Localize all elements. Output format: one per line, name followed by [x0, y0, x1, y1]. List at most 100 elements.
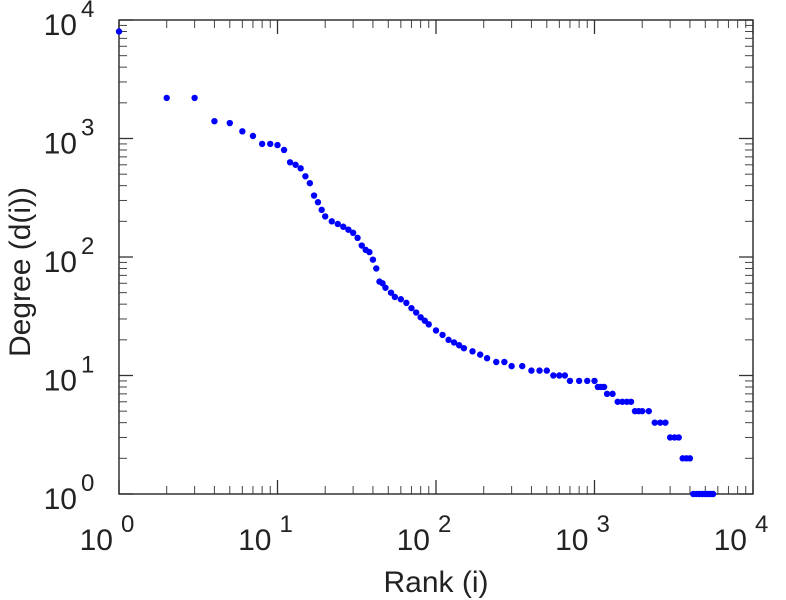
data-point — [334, 220, 341, 228]
data-point — [675, 434, 682, 441]
y-tick-label-exponent: 2 — [81, 233, 94, 260]
x-tick-label-base: 10 — [555, 524, 588, 557]
data-point — [476, 351, 484, 358]
data-point — [328, 218, 335, 225]
data-point — [412, 309, 420, 316]
data-point — [614, 398, 621, 405]
tick-labels: 10 0 10 1 10 2 10 3 10 410 010 110 210 310 4 — [44, 0, 769, 557]
data-point — [306, 179, 314, 187]
data-point — [226, 119, 233, 127]
x-tick-label-exponent: 3 — [597, 511, 610, 538]
data-point — [345, 226, 352, 233]
plot-frame — [118, 19, 754, 495]
data-point — [584, 377, 591, 385]
x-tick-label-base: 10 — [238, 524, 271, 557]
data-point — [249, 132, 257, 140]
data-point — [709, 490, 717, 498]
data-point — [657, 419, 664, 426]
data-point — [425, 321, 432, 328]
data-point — [354, 234, 361, 242]
data-point — [340, 223, 347, 230]
y-tick-label-base: 10 — [44, 365, 77, 398]
data-point — [483, 354, 491, 362]
data-point — [297, 165, 304, 172]
data-point — [280, 146, 288, 154]
data-point — [397, 296, 405, 303]
data-point — [493, 358, 500, 366]
y-tick-label-exponent: 3 — [81, 115, 94, 142]
data-point — [519, 362, 526, 370]
data-point — [619, 398, 626, 405]
x-tick-label-base: 10 — [714, 524, 747, 557]
data-point — [432, 327, 440, 334]
x-tick-label-exponent: 0 — [121, 511, 134, 538]
data-point — [662, 419, 669, 426]
data-point — [191, 94, 198, 102]
data-point — [286, 159, 294, 166]
x-tick-label-base: 10 — [397, 524, 430, 557]
data-point — [239, 128, 246, 135]
data-point — [501, 358, 508, 366]
data-point — [455, 342, 463, 349]
data-point — [566, 377, 574, 385]
data-point — [575, 377, 583, 385]
data-point — [591, 377, 598, 385]
data-point — [561, 372, 569, 379]
data-point — [267, 140, 274, 148]
data-point — [408, 304, 415, 312]
data-point — [403, 299, 410, 307]
data-point — [536, 367, 543, 374]
data-point — [369, 256, 377, 263]
x-tick-label-exponent: 4 — [755, 511, 768, 538]
data-point — [292, 161, 299, 168]
axis-ticks — [118, 19, 754, 495]
data-point — [550, 372, 557, 379]
data-point — [115, 28, 123, 35]
x-tick-label-exponent: 2 — [438, 511, 451, 538]
data-point — [163, 94, 170, 102]
data-point — [373, 265, 380, 272]
data-point — [387, 289, 395, 296]
data-point — [645, 407, 652, 415]
y-tick-label-exponent: 4 — [81, 0, 94, 23]
data-point — [666, 434, 674, 441]
data-point — [543, 367, 550, 374]
data-point — [460, 344, 468, 352]
y-tick-label-base: 10 — [44, 246, 77, 279]
data-point — [391, 293, 399, 301]
data-point — [686, 455, 694, 462]
data-point — [382, 284, 389, 291]
y-tick-label-base: 10 — [44, 128, 77, 161]
y-axis-label: Degree (d(i)) — [4, 187, 37, 357]
data-point — [639, 407, 646, 415]
data-point — [302, 173, 309, 180]
data-point — [322, 213, 329, 220]
y-tick-label-exponent: 1 — [81, 352, 94, 379]
y-tick-label-base: 10 — [44, 9, 77, 42]
data-point — [349, 229, 357, 237]
data-point — [469, 348, 476, 355]
data-point — [603, 390, 611, 398]
data-point — [258, 140, 266, 148]
data-point — [627, 398, 635, 405]
data-point — [556, 372, 563, 379]
data-point — [314, 199, 322, 206]
data-point — [600, 383, 608, 391]
data-points — [115, 28, 717, 498]
data-point — [651, 419, 658, 426]
data-point — [358, 242, 365, 249]
x-axis-label: Rank (i) — [383, 566, 488, 599]
data-point — [508, 362, 515, 370]
y-tick-label-base: 10 — [44, 483, 77, 516]
data-point — [318, 206, 325, 214]
data-point — [211, 117, 218, 125]
data-point — [366, 248, 373, 256]
y-tick-label-exponent: 0 — [81, 470, 94, 497]
x-tick-label-base: 10 — [80, 524, 113, 557]
data-point — [439, 331, 446, 339]
x-tick-label-exponent: 1 — [280, 511, 293, 538]
data-point — [310, 192, 318, 199]
data-point — [528, 367, 535, 374]
data-point — [274, 141, 281, 149]
